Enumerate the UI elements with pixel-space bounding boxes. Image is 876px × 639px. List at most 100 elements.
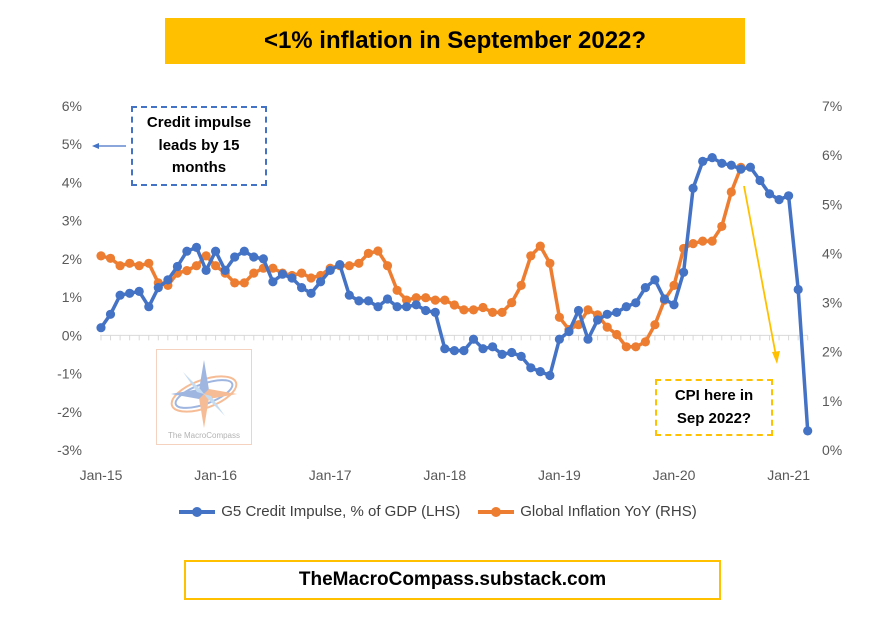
- data-point-inflation: [440, 295, 450, 305]
- data-point-inflation: [459, 305, 469, 315]
- macrocompass-logo: The MacroCompass: [156, 349, 252, 445]
- data-point-inflation: [191, 261, 202, 271]
- legend-swatch-blue: [179, 506, 216, 517]
- x-tick-label: Jan-17: [309, 467, 352, 483]
- data-point-inflation: [105, 253, 116, 263]
- x-tick-label: Jan-15: [80, 467, 123, 483]
- data-point-credit-impulse: [488, 342, 498, 352]
- data-point-credit-impulse: [344, 290, 354, 300]
- data-point-credit-impulse: [583, 334, 593, 344]
- data-point-credit-impulse: [497, 349, 507, 359]
- data-point-credit-impulse: [125, 288, 135, 298]
- y-right-tick-label: 4%: [822, 245, 842, 261]
- data-point-credit-impulse: [144, 302, 154, 312]
- data-point-credit-impulse: [745, 162, 756, 172]
- data-point-inflation: [621, 342, 631, 352]
- x-tick-label: Jan-18: [423, 467, 466, 483]
- data-point-credit-impulse: [325, 265, 335, 275]
- data-point-inflation: [239, 278, 249, 288]
- data-point-credit-impulse: [659, 294, 670, 304]
- data-point-inflation: [583, 305, 593, 315]
- data-point-credit-impulse: [545, 370, 555, 381]
- data-point-credit-impulse: [430, 307, 440, 317]
- data-point-credit-impulse: [755, 175, 765, 186]
- data-point-credit-impulse: [392, 302, 402, 312]
- data-point-inflation: [201, 251, 211, 261]
- logo-text: The MacroCompass: [168, 431, 240, 440]
- data-point-inflation: [430, 295, 440, 305]
- data-point-credit-impulse: [736, 164, 746, 174]
- series-line-inflation: [99, 165, 743, 349]
- x-tick-label: Jan-20: [653, 467, 696, 483]
- data-point-credit-impulse: [211, 246, 221, 256]
- compass-icon: The MacroCompass: [168, 360, 240, 440]
- data-point-credit-impulse: [182, 246, 192, 256]
- data-point-credit-impulse: [258, 254, 268, 264]
- y-left-tick-label: 2%: [62, 251, 82, 267]
- data-point-credit-impulse: [764, 189, 775, 199]
- data-point-credit-impulse: [421, 305, 431, 316]
- cpi-arrow-head: [772, 351, 780, 364]
- data-point-inflation: [249, 268, 259, 278]
- data-point-credit-impulse: [478, 344, 488, 354]
- data-point-credit-impulse: [277, 269, 288, 279]
- data-point-credit-impulse: [191, 242, 202, 252]
- data-point-credit-impulse: [593, 315, 603, 325]
- y-left-tick-label: -2%: [57, 404, 82, 420]
- data-point-credit-impulse: [115, 290, 125, 300]
- y-left-tick-label: 5%: [62, 136, 82, 152]
- data-point-inflation: [182, 266, 192, 276]
- data-point-credit-impulse: [134, 286, 144, 296]
- y-right-tick-label: 5%: [822, 196, 842, 212]
- data-point-credit-impulse: [526, 363, 536, 373]
- data-point-credit-impulse: [784, 191, 794, 201]
- data-point-credit-impulse: [507, 347, 517, 358]
- data-point-credit-impulse: [726, 160, 736, 170]
- data-point-inflation: [669, 280, 679, 290]
- data-point-inflation: [96, 251, 106, 261]
- data-point-inflation: [344, 261, 354, 271]
- data-point-credit-impulse: [297, 283, 307, 293]
- data-point-credit-impulse: [249, 252, 259, 262]
- data-point-credit-impulse: [669, 300, 679, 310]
- data-point-credit-impulse: [402, 302, 412, 312]
- data-point-credit-impulse: [621, 302, 631, 312]
- data-point-inflation: [726, 187, 736, 197]
- y-left-tick-label: 0%: [62, 327, 82, 343]
- data-point-credit-impulse: [105, 309, 116, 319]
- data-point-credit-impulse: [564, 326, 574, 337]
- data-point-inflation: [612, 329, 622, 340]
- data-point-credit-impulse: [459, 346, 469, 356]
- legend-item-inflation: Global Inflation YoY (RHS): [478, 503, 697, 520]
- x-tick-label: Jan-21: [767, 467, 810, 483]
- data-point-credit-impulse: [220, 265, 230, 275]
- data-point-inflation: [631, 342, 641, 352]
- data-point-credit-impulse: [163, 275, 173, 285]
- data-point-credit-impulse: [468, 334, 479, 344]
- credit-impulse-annotation: Credit impulse leads by 15 months: [131, 106, 267, 186]
- cpi-annotation: CPI here in Sep 2022?: [655, 379, 773, 436]
- data-point-inflation: [717, 221, 727, 231]
- data-point-inflation: [554, 312, 565, 322]
- y-left-tick-label: 1%: [62, 289, 82, 305]
- data-point-credit-impulse: [239, 246, 249, 256]
- data-point-inflation: [507, 298, 517, 308]
- data-point-credit-impulse: [640, 283, 651, 293]
- chart-title: <1% inflation in September 2022?: [165, 18, 745, 64]
- data-point-credit-impulse: [612, 307, 622, 317]
- data-point-inflation: [640, 337, 651, 347]
- legend-label-inflation: Global Inflation YoY (RHS): [520, 503, 697, 520]
- data-point-credit-impulse: [316, 277, 326, 287]
- x-tick-label: Jan-19: [538, 467, 581, 483]
- data-point-credit-impulse: [698, 156, 708, 166]
- data-point-inflation: [449, 300, 459, 310]
- y-right-tick-label: 3%: [822, 295, 842, 311]
- data-point-credit-impulse: [535, 367, 545, 377]
- data-point-credit-impulse: [201, 265, 211, 275]
- data-point-credit-impulse: [153, 283, 163, 293]
- y-right-tick-label: 1%: [822, 393, 842, 409]
- y-left-tick-label: -3%: [57, 442, 82, 458]
- data-point-inflation: [497, 307, 507, 317]
- data-point-credit-impulse: [688, 183, 698, 193]
